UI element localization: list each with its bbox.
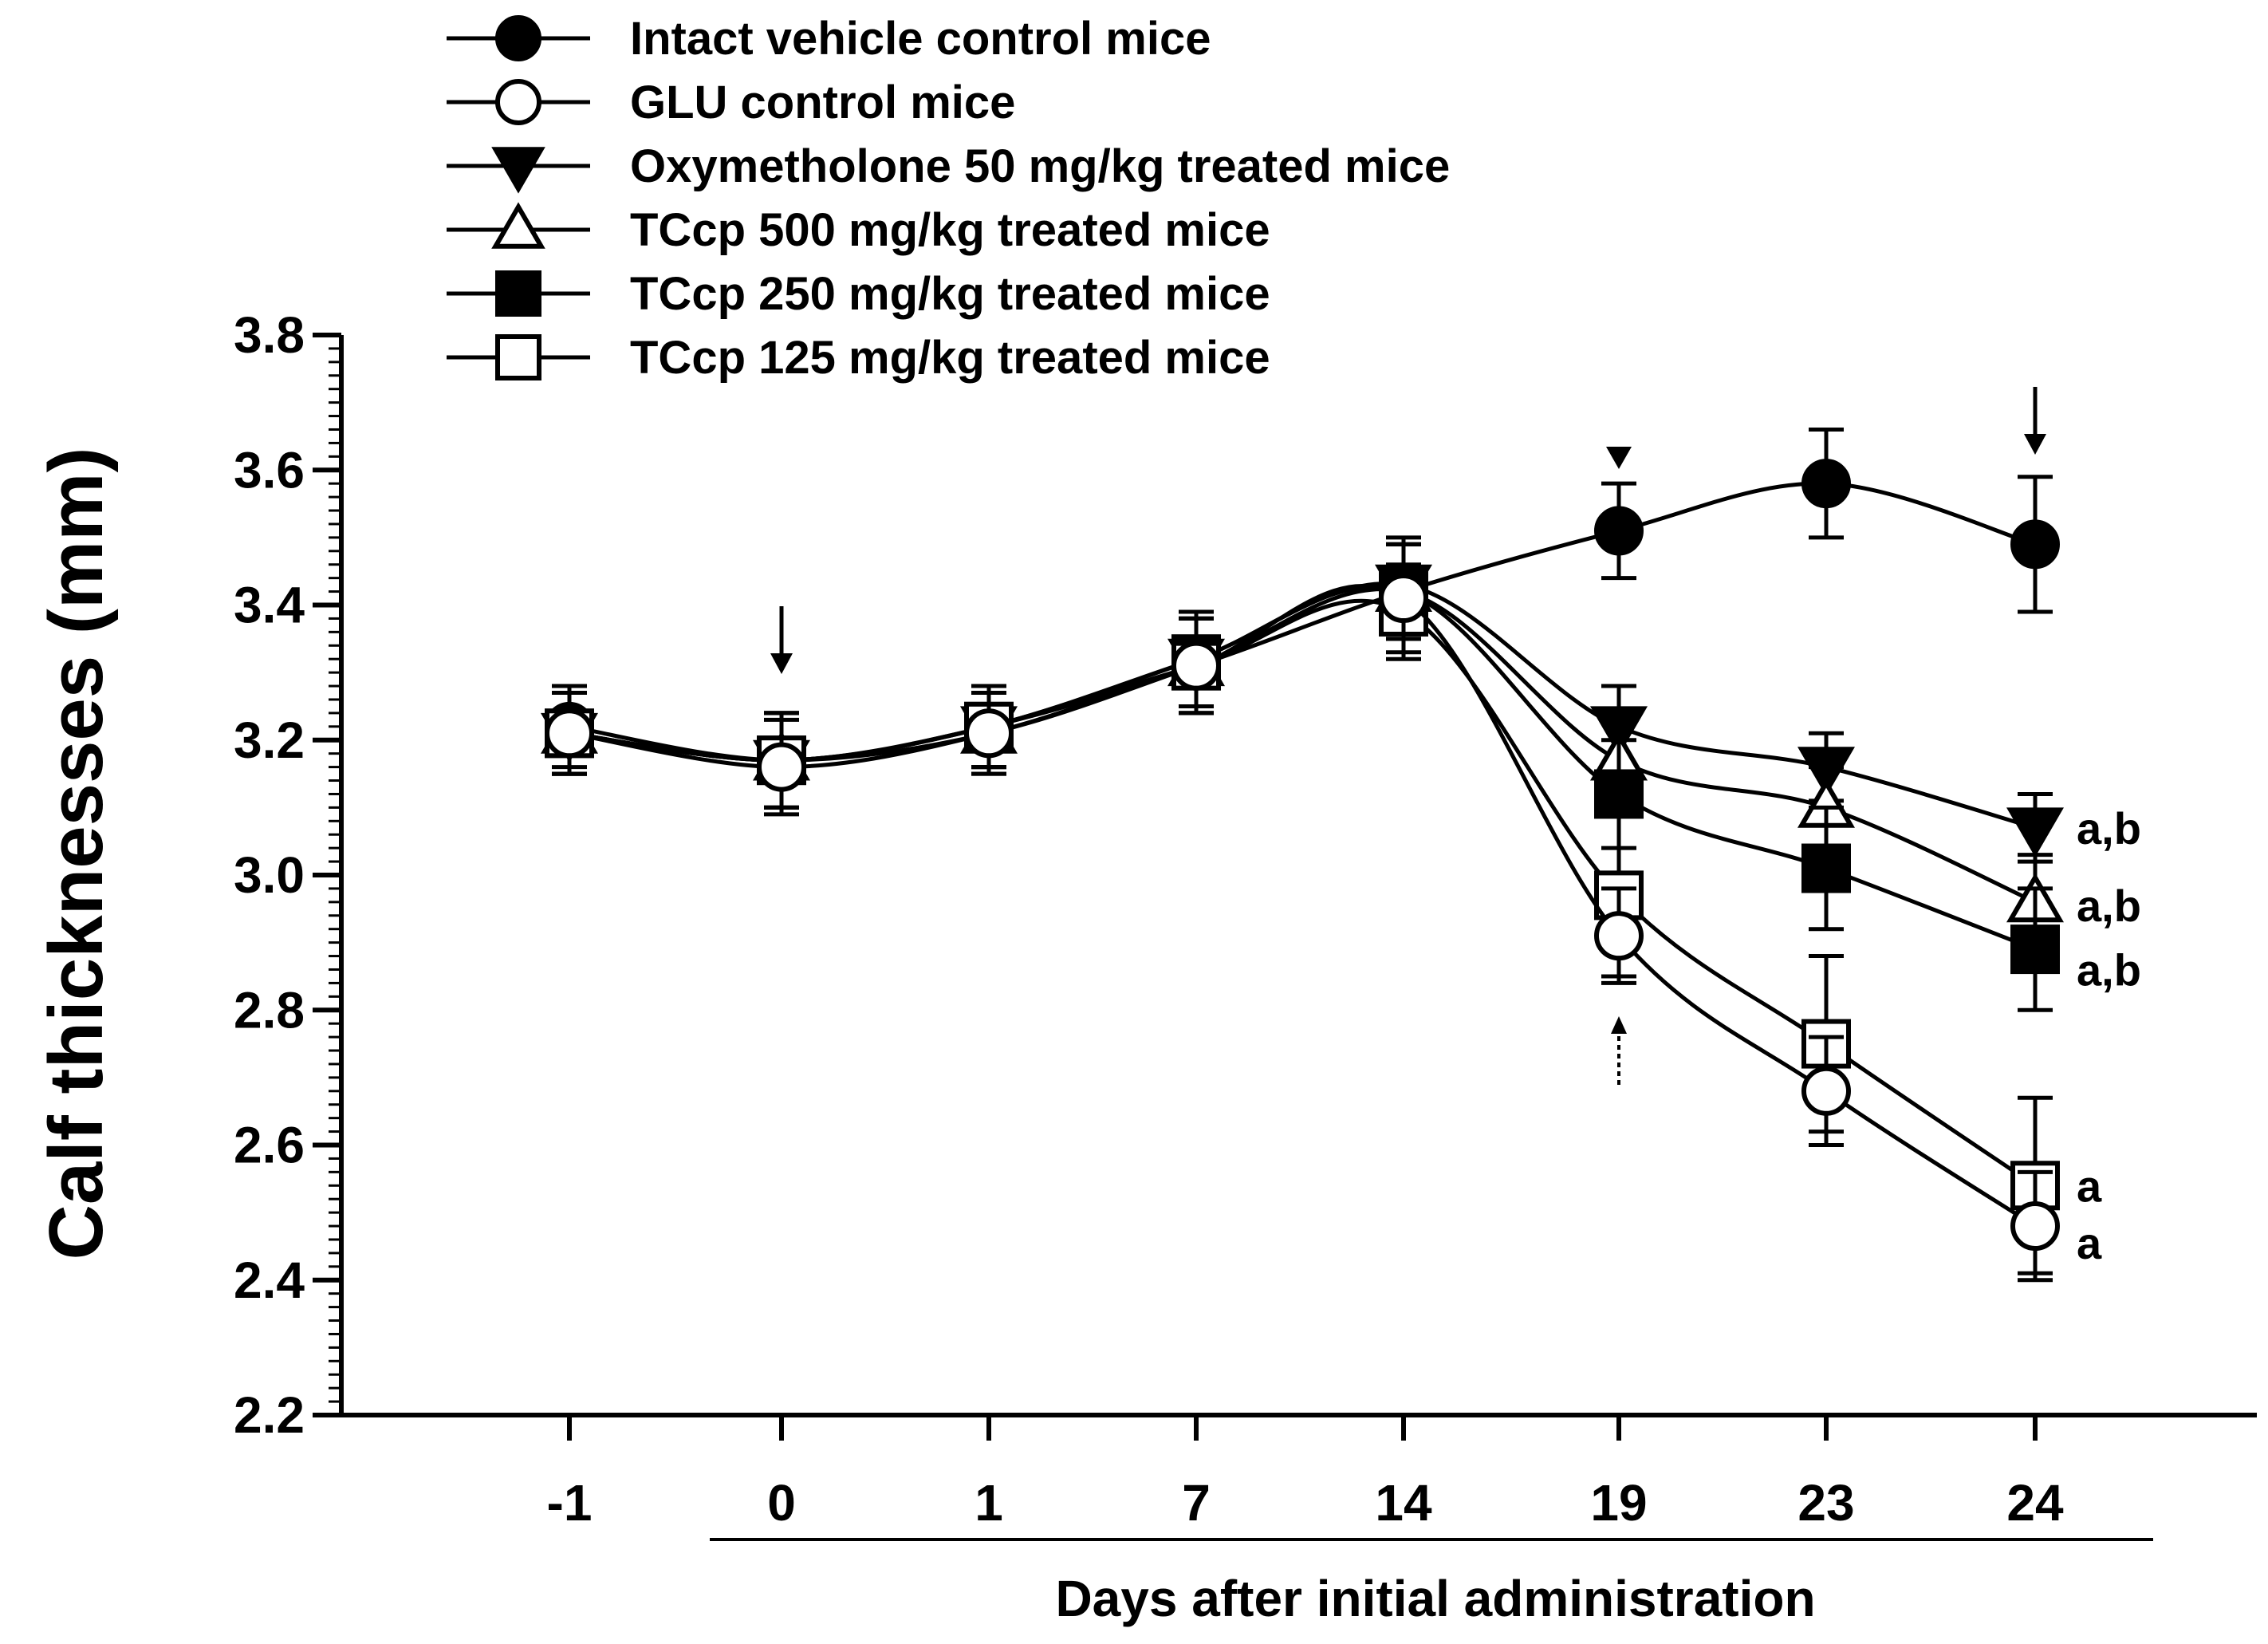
data-point [757, 742, 806, 792]
annot-tccp250: a,b [2077, 944, 2141, 995]
legend-label: GLU control mice [630, 77, 1015, 128]
x-tick-label: -1 [547, 1474, 593, 1532]
x-tick-label: 24 [2006, 1474, 2064, 1532]
data-point [1171, 641, 1221, 691]
x-tick-label: 19 [1590, 1474, 1647, 1532]
legend-item-6: TCcp 125 mg/kg treated mice [447, 332, 1270, 384]
annot-glu: a [2077, 1218, 2102, 1268]
y-tick-label: 2.6 [234, 1117, 305, 1174]
legend-item-5: TCcp 250 mg/kg treated mice [447, 268, 1270, 320]
arrow-head [770, 653, 793, 674]
event-markers [770, 387, 2046, 1085]
y-axis: 2.2 2.4 2.6 2.8 3.0 3.2 3.4 3.6 3.8 [234, 306, 344, 1444]
data-point [964, 708, 1014, 759]
legend-label: Intact vehicle control mice [630, 13, 1211, 65]
series-layer [540, 427, 2065, 1283]
legend-marker [495, 15, 541, 61]
legend-item-3: Oxymetholone 50 mg/kg treated mice [447, 140, 1450, 194]
annot-oxymetholone: a,b [2077, 803, 2141, 854]
y-tick-label: 2.4 [234, 1252, 305, 1309]
y-tick-label: 3.4 [234, 577, 305, 634]
x-tick-label: 14 [1375, 1474, 1432, 1532]
arrow-head [1611, 1016, 1627, 1034]
data-point [545, 708, 594, 759]
y-tick-label: 2.2 [234, 1386, 305, 1444]
legend-marker [495, 270, 541, 317]
x-tick-label: 1 [975, 1474, 1003, 1532]
legend-item-2: GLU control mice [447, 77, 1015, 128]
legend-marker [495, 79, 541, 125]
annotations: a,b a,b a,b aa [2077, 803, 2141, 1268]
arrow-day-24 [2024, 387, 2046, 455]
data-point [2010, 925, 2060, 975]
y-tick-label: 3.8 [234, 306, 305, 364]
x-axis: -1 0 1 7 14 19 23 24 [341, 1413, 2257, 1541]
y-tick-label: 2.8 [234, 981, 305, 1039]
legend-label: TCcp 125 mg/kg treated mice [630, 332, 1270, 384]
data-point [1801, 459, 1851, 509]
data-point [1801, 1066, 1851, 1116]
y-axis-title: Calf thicknesses (mm) [33, 447, 119, 1260]
dashed-arrow-day-19 [1611, 1016, 1627, 1085]
x-tick-label: 7 [1182, 1474, 1211, 1532]
arrow-day-0 [770, 606, 793, 674]
data-point [1594, 769, 1644, 819]
legend-item-1: Intact vehicle control mice [447, 13, 1211, 65]
annot-tccp500: a,b [2077, 881, 2141, 931]
data-point [1594, 506, 1644, 556]
legend-marker [491, 202, 545, 249]
arrow-head [2024, 434, 2046, 455]
legend-label: Oxymetholone 50 mg/kg treated mice [630, 140, 1450, 192]
legend-label: TCcp 250 mg/kg treated mice [630, 268, 1270, 320]
data-point [2010, 519, 2060, 570]
x-axis-title: Days after initial administration [1055, 1570, 1815, 1627]
data-point [1801, 843, 1851, 893]
data-point [1594, 911, 1644, 961]
legend-item-4: TCcp 500 mg/kg treated mice [447, 202, 1270, 256]
annot-tccp125: a [2077, 1161, 2102, 1211]
x-tick-label: 23 [1797, 1474, 1854, 1532]
legend-marker [495, 334, 541, 380]
data-point [1379, 574, 1428, 624]
y-tick-label: 3.0 [234, 846, 305, 904]
legend-label: TCcp 500 mg/kg treated mice [630, 204, 1270, 256]
triangle-marker-day-19 [1606, 447, 1632, 469]
data-point [2010, 1201, 2060, 1252]
x-tick-label: 0 [767, 1474, 796, 1532]
data-point [2006, 807, 2065, 857]
series-line [569, 584, 2037, 1228]
series-line [569, 598, 2037, 1188]
legend-marker [491, 147, 545, 194]
y-tick-label: 3.2 [234, 712, 305, 769]
y-tick-label: 3.6 [234, 441, 305, 499]
legend: Intact vehicle control mice GLU control m… [447, 13, 1450, 384]
series-2 [545, 542, 2060, 1283]
